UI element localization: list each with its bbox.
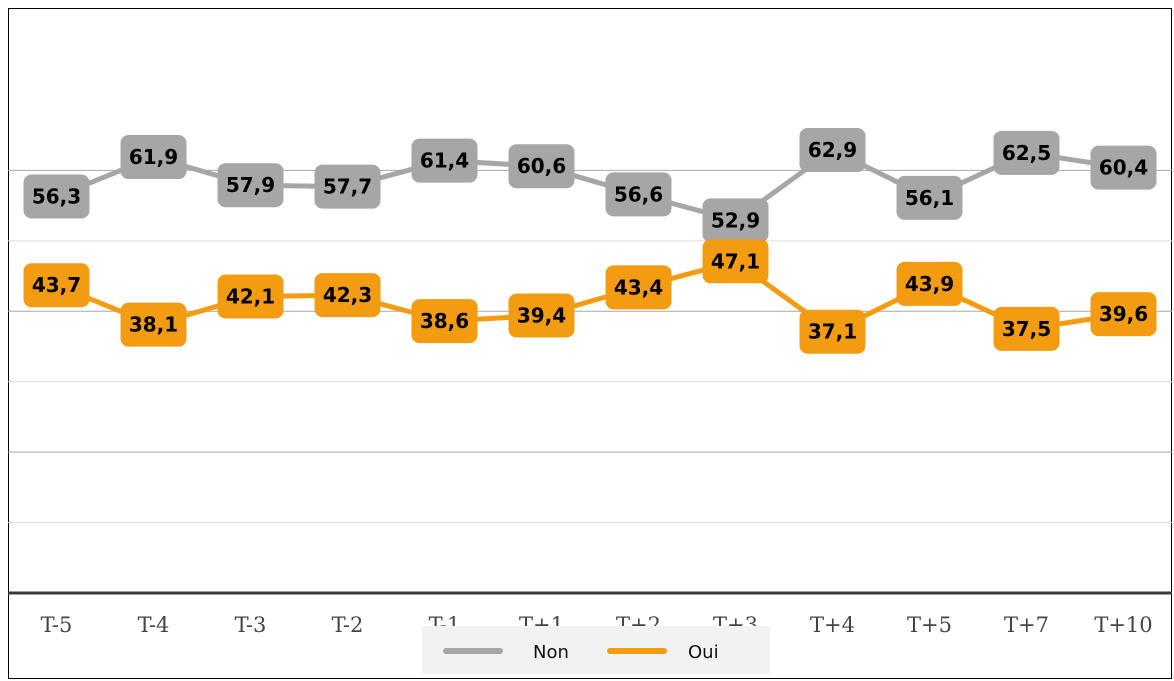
data-label-oui: 43,7 <box>32 273 81 297</box>
x-tick-label: T+7 <box>1004 613 1049 637</box>
chart-frame <box>8 8 1172 679</box>
data-label-oui: 38,6 <box>420 309 469 333</box>
data-point-non <box>896 175 963 220</box>
data-label-oui: 39,6 <box>1099 302 1148 326</box>
data-label-non: 60,4 <box>1099 156 1148 180</box>
data-point-non <box>217 163 284 208</box>
data-label-oui: 39,4 <box>517 304 566 328</box>
legend: Non Oui <box>422 626 770 674</box>
data-point-oui <box>605 265 672 310</box>
series-line-oui <box>54 258 1126 335</box>
data-point-non <box>411 138 478 183</box>
data-point-oui <box>1090 292 1157 337</box>
data-label-oui: 42,3 <box>323 283 372 307</box>
series-line-non <box>54 147 1126 223</box>
data-label-oui: 47,1 <box>711 249 760 273</box>
data-point-non <box>23 174 90 219</box>
x-tick-label: T+5 <box>907 613 952 637</box>
data-point-oui <box>993 306 1060 351</box>
data-point-non <box>314 164 381 209</box>
x-tick-label: T-4 <box>138 613 170 637</box>
data-point-non <box>702 198 769 243</box>
data-label-non: 62,9 <box>808 138 857 162</box>
data-label-non: 56,3 <box>32 184 81 208</box>
data-point-oui <box>702 239 769 284</box>
data-label-non: 57,7 <box>323 175 372 199</box>
data-point-oui <box>411 299 478 344</box>
data-point-non <box>1090 145 1157 190</box>
data-point-oui <box>896 261 963 306</box>
x-tick-label: T+4 <box>810 613 855 637</box>
data-point-oui <box>508 293 575 338</box>
x-tick-label: T-5 <box>41 613 73 637</box>
data-label-oui: 42,1 <box>226 284 275 308</box>
x-tick-label: T-3 <box>235 613 267 637</box>
data-label-oui: 43,4 <box>614 275 663 299</box>
data-label-non: 56,6 <box>614 182 663 206</box>
data-label-non: 57,9 <box>226 173 275 197</box>
data-label-non: 62,5 <box>1002 141 1051 165</box>
x-tick-label: T+10 <box>1094 613 1152 637</box>
data-point-oui <box>217 274 284 319</box>
data-point-oui <box>314 273 381 318</box>
legend-label-non: Non <box>533 642 569 663</box>
legend-label-oui: Oui <box>688 642 719 663</box>
data-point-oui <box>23 263 90 308</box>
data-label-non: 60,6 <box>517 154 566 178</box>
data-point-oui <box>799 309 866 354</box>
data-label-non: 52,9 <box>711 208 760 232</box>
data-label-oui: 37,5 <box>1002 317 1051 341</box>
data-label-oui: 37,1 <box>808 320 857 344</box>
data-label-non: 61,4 <box>420 149 469 173</box>
data-point-non <box>508 144 575 189</box>
data-label-non: 61,9 <box>129 145 178 169</box>
data-labels: 56,3 61,9 57,9 57,7 61,4 60,6 56,6 52,9 62,9 56,1… <box>23 128 1157 354</box>
data-point-non <box>799 128 866 173</box>
data-point-non <box>993 130 1060 175</box>
data-label-oui: 38,1 <box>129 313 178 337</box>
gridlines <box>8 169 1172 524</box>
data-label-oui: 43,9 <box>905 272 954 296</box>
data-point-non <box>120 135 187 180</box>
x-tick-label: T-2 <box>332 613 364 637</box>
data-label-non: 56,1 <box>905 186 954 210</box>
data-point-oui <box>120 302 187 347</box>
data-point-non <box>605 172 672 217</box>
